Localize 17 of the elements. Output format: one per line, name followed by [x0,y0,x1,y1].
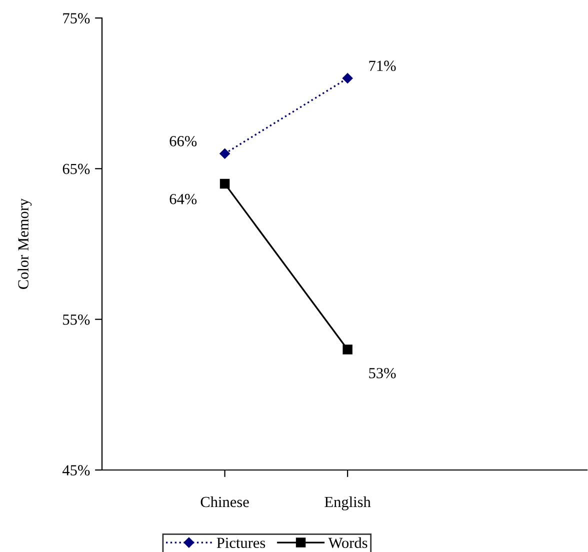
x-tick-label: English [324,496,371,510]
point [342,344,352,354]
point [220,148,230,159]
data-label: 71% [369,60,396,72]
point [342,73,353,84]
data-label: 53% [369,368,396,378]
y-axis-title: Color Memory [18,198,32,289]
x-tick-label: Chinese [200,496,249,508]
y-tick-label: 65% [62,164,90,174]
y-tick-label: 75% [63,13,90,24]
point [220,178,230,189]
data-label: 64% [170,194,197,204]
y-tick-label: 55% [63,314,90,325]
legend-label: Pictures [216,538,266,548]
data-label: 66% [170,136,197,146]
legend-label: Words [328,537,368,548]
y-tick-label: 45% [62,465,90,476]
